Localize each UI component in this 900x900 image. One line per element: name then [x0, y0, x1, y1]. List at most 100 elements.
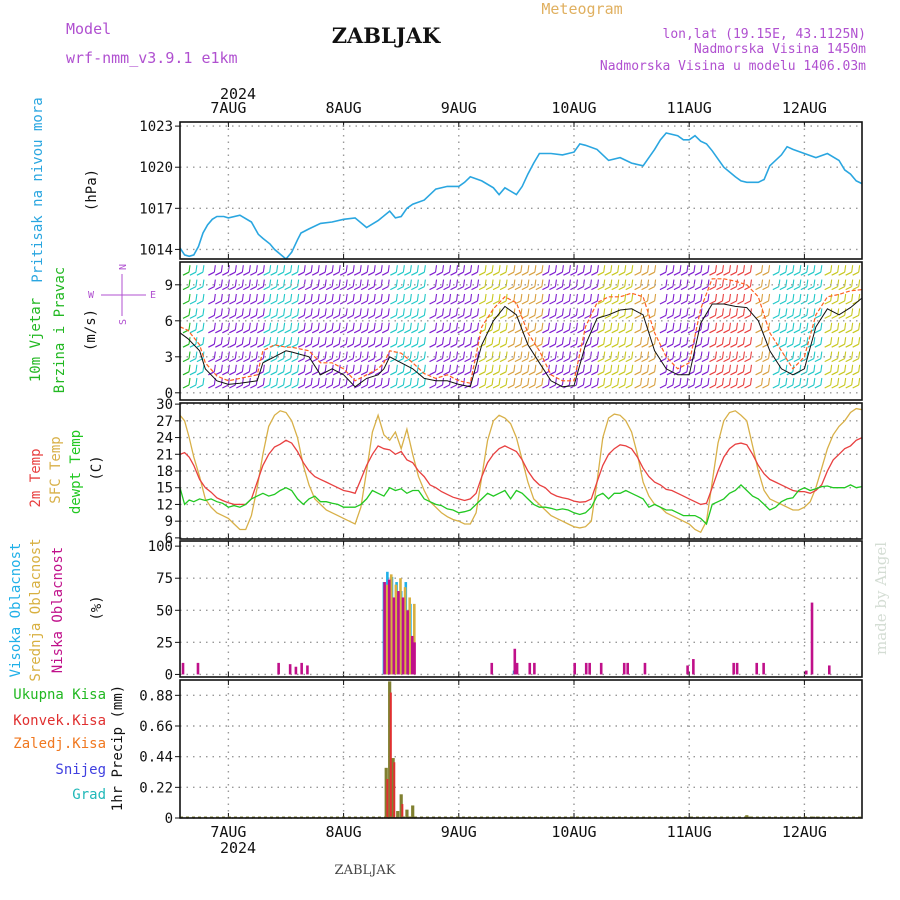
wind-barb	[641, 343, 648, 348]
wind-barb-flag	[568, 364, 571, 372]
lonlat-text: lon,lat (19.15E, 43.1125N)	[663, 27, 867, 42]
wind-barb-flag	[858, 377, 861, 386]
wind-gust-line	[179, 278, 863, 384]
wind-barb-flag	[269, 337, 272, 345]
cloud-bar	[277, 662, 280, 675]
wind-barb-flag	[813, 279, 816, 287]
wind-barb-flag	[714, 337, 718, 345]
wind-barb-flag	[317, 293, 320, 302]
wind-barb	[297, 286, 305, 291]
wind-barb	[297, 371, 305, 376]
wind-barb-flag	[813, 293, 816, 302]
wind-barb-flag	[402, 322, 405, 330]
wind-barb-flag	[603, 337, 606, 345]
wind-barb-flag	[534, 279, 537, 287]
wind-barb-flag	[352, 364, 355, 372]
cloud-bar	[410, 635, 414, 675]
wind-barb-flag	[387, 279, 390, 287]
wind-barb	[634, 286, 641, 291]
wind-barb-flag	[792, 351, 795, 359]
wind-barb-flag	[631, 364, 634, 372]
wind-barb-flag	[373, 351, 376, 359]
wind-barb	[634, 358, 641, 363]
wind-barb	[793, 329, 801, 334]
wind-barb-flag	[303, 377, 306, 386]
wind-barb-flag	[844, 337, 847, 345]
wind-barb	[793, 358, 801, 363]
wind-barb-flag	[195, 293, 198, 302]
cloud-bar	[686, 665, 689, 675]
wind-barb-flag	[520, 293, 523, 302]
wind-barb	[360, 314, 368, 319]
wind-barb-flag	[844, 308, 847, 316]
wind-barb-flag	[290, 377, 293, 386]
wind-barb-flag	[665, 279, 668, 287]
wind-barb-flag	[513, 265, 516, 273]
wind-barb	[549, 371, 556, 376]
wind-barb-flag	[527, 279, 530, 287]
wind-barb	[772, 286, 780, 291]
wind-barb-flag	[721, 377, 725, 386]
wind-barb	[521, 314, 529, 319]
wind-barb	[436, 271, 443, 276]
wind-barb	[694, 271, 702, 276]
wind-barb	[852, 358, 859, 363]
wind-barb-flag	[640, 337, 643, 345]
wind-barb	[318, 384, 326, 389]
wind-barb	[597, 371, 604, 376]
wind-barb-flag	[441, 322, 445, 330]
wind-barb	[404, 300, 411, 305]
cloud-bar	[762, 662, 765, 675]
wind-barb-flag	[324, 364, 327, 372]
wind-barb	[549, 314, 556, 319]
wind-barb	[443, 314, 450, 319]
wind-barb-flag	[387, 322, 390, 330]
wind-barb	[332, 271, 340, 276]
wind-barb	[641, 314, 648, 319]
wind-barb	[436, 329, 443, 334]
wind-barb	[325, 371, 333, 376]
wind-barb	[411, 343, 418, 348]
wind-barb	[297, 314, 305, 319]
wind-barb-flag	[603, 293, 606, 302]
wind-barb-flag	[241, 279, 244, 287]
wind-barb-flag	[276, 322, 279, 330]
wind-barb-flag	[610, 337, 613, 345]
wind-barb	[618, 314, 625, 319]
wind-barb-flag	[448, 322, 452, 330]
wind-barb-flag	[227, 279, 230, 287]
wind-barb	[852, 314, 859, 319]
wind-barb	[673, 371, 681, 376]
wind-barb	[779, 271, 787, 276]
wind-barb	[411, 300, 418, 305]
wind-barb-flag	[310, 308, 313, 316]
wind-barb	[291, 358, 298, 363]
wind-barb	[208, 314, 215, 319]
wind-barb-flag	[484, 308, 487, 316]
wind-barb-flag	[778, 322, 781, 330]
wind-barb-flag	[434, 279, 438, 287]
wind-barb-flag	[596, 293, 599, 302]
wind-barb-flag	[735, 279, 739, 287]
wind-barb-flag	[728, 293, 732, 302]
wind-barb-flag	[513, 377, 516, 386]
wind-barb	[634, 371, 641, 376]
wind-barb	[450, 286, 457, 291]
wind-barb	[196, 343, 204, 348]
wind-barb-flag	[792, 265, 795, 273]
wind-barb	[367, 371, 375, 376]
wind-barb	[311, 271, 319, 276]
wind-barb	[521, 343, 529, 348]
wind-barb	[353, 286, 361, 291]
wind-barb	[429, 329, 436, 334]
wind-barb	[556, 286, 563, 291]
wind-barb-flag	[654, 293, 657, 302]
wind-barb	[824, 271, 831, 276]
wind-barb	[429, 371, 436, 376]
wind-barb	[521, 371, 529, 376]
pressure-grid	[175, 122, 862, 259]
wind-barb-flag	[262, 279, 265, 287]
wind-barb	[304, 286, 312, 291]
